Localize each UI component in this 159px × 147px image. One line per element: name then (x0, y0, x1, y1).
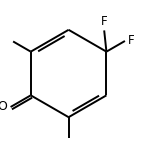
Text: F: F (128, 35, 135, 47)
Text: F: F (101, 15, 107, 29)
Text: O: O (0, 101, 7, 113)
